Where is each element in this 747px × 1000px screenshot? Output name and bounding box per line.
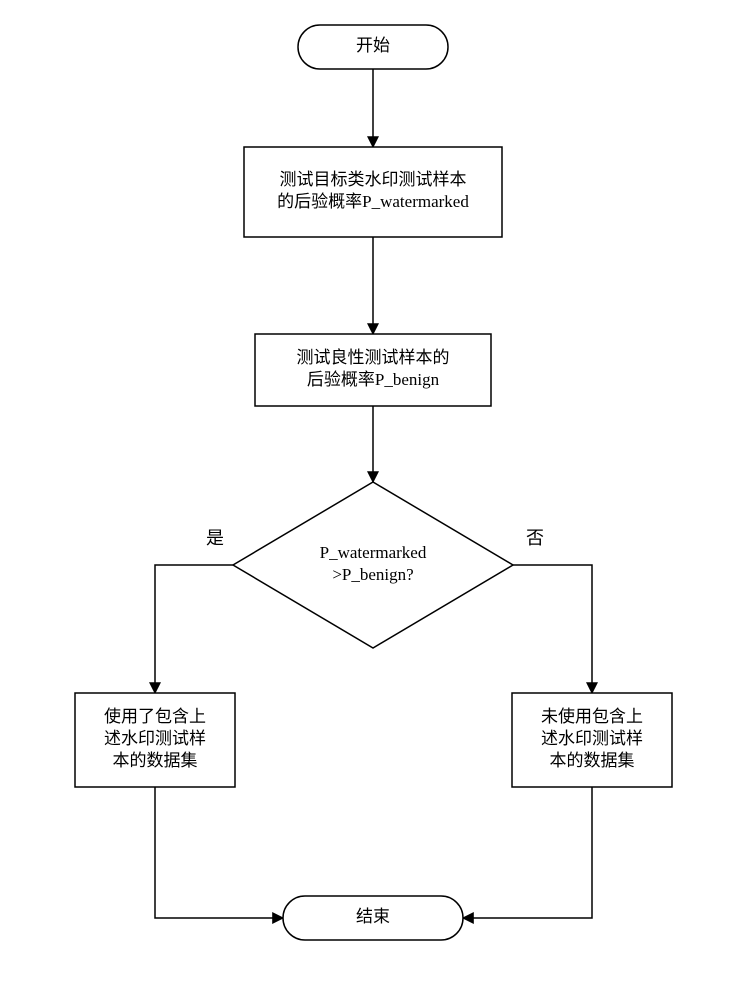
node-right-text-0: 未使用包含上	[541, 706, 643, 726]
node-left-text-0: 使用了包含上	[104, 706, 206, 726]
node-right: 未使用包含上述水印测试样本的数据集	[512, 693, 672, 787]
node-start: 开始	[298, 25, 448, 69]
node-right-text-1: 述水印测试样	[541, 729, 643, 748]
node-step1-text-0: 测试目标类水印测试样本	[280, 170, 467, 189]
node-end-text-0: 结束	[356, 907, 390, 926]
edge-decision-left	[155, 565, 233, 693]
node-step1-text-1: 的后验概率P_watermarked	[277, 192, 469, 211]
node-decision: P_watermarked >P_benign?	[233, 482, 513, 648]
edge-label-decision-left: 是	[206, 528, 224, 548]
node-decision-text-0: P_watermarked	[320, 543, 427, 562]
edge-right-end	[463, 787, 592, 918]
node-left-text-1: 述水印测试样	[104, 729, 206, 748]
node-left-text-2: 本的数据集	[113, 751, 198, 770]
node-step2: 测试良性测试样本的后验概率P_benign	[255, 334, 491, 406]
node-end: 结束	[283, 896, 463, 940]
node-decision-text-1: >P_benign?	[332, 565, 413, 584]
edge-label-decision-right: 否	[526, 528, 544, 548]
node-step2-text-0: 测试良性测试样本的	[297, 348, 450, 367]
node-start-text-0: 开始	[356, 36, 390, 55]
node-step2-text-1: 后验概率P_benign	[307, 370, 440, 389]
node-right-text-2: 本的数据集	[550, 751, 635, 770]
node-step1: 测试目标类水印测试样本的后验概率P_watermarked	[244, 147, 502, 237]
node-left: 使用了包含上述水印测试样本的数据集	[75, 693, 235, 787]
flowchart-svg: 是 否 开始测试目标类水印测试样本的后验概率P_watermarked 测试良性测试样…	[0, 0, 747, 1000]
edge-left-end	[155, 787, 283, 918]
edge-decision-right	[513, 565, 592, 693]
